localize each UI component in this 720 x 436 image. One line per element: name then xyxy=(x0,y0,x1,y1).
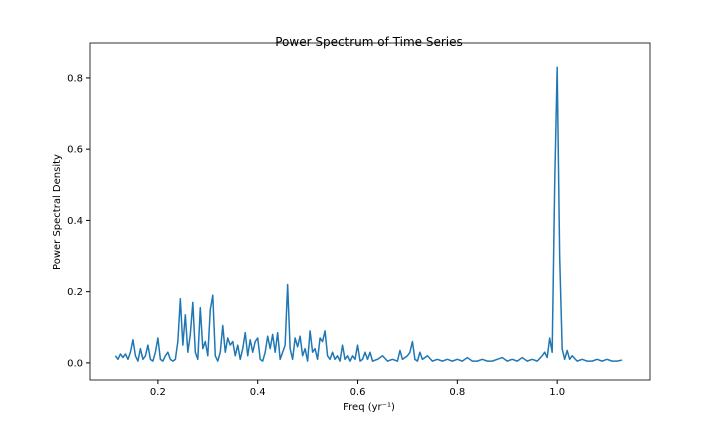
plot-frame xyxy=(89,42,651,381)
x-axis-label: Freq (yr⁻¹) xyxy=(343,402,395,413)
x-tick-label: 0.2 xyxy=(150,387,166,398)
y-axis-label: Power Spectral Density xyxy=(52,154,63,270)
y-tick-label: 0.4 xyxy=(67,216,83,227)
y-tick-label: 0.0 xyxy=(67,358,83,369)
x-tick-label: 1.0 xyxy=(549,387,565,398)
line-series xyxy=(114,66,623,362)
x-tick-label: 0.8 xyxy=(449,387,465,398)
y-tick-label: 0.6 xyxy=(67,145,83,156)
chart-title: Power Spectrum of Time Series xyxy=(275,35,463,49)
x-tick-label: 0.6 xyxy=(350,387,366,398)
x-tick-label: 0.4 xyxy=(250,387,266,398)
y-tick-label: 0.2 xyxy=(67,287,83,298)
y-tick-label: 0.8 xyxy=(67,73,83,84)
